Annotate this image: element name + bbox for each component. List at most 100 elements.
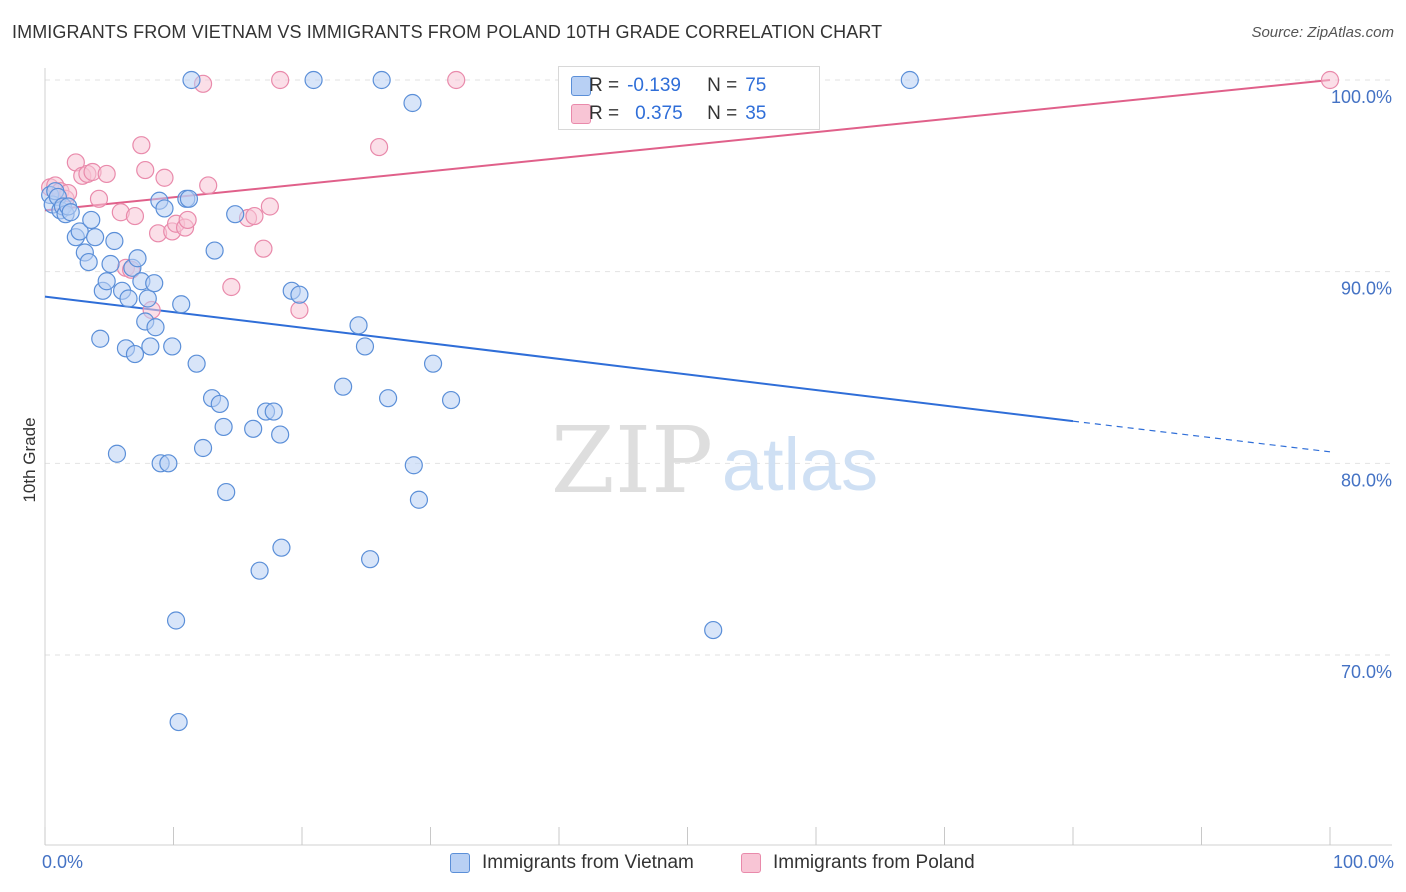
data-point-vietnam [159, 454, 178, 473]
legend-label-vietnam: Immigrants from Vietnam [482, 852, 694, 873]
data-point-poland [370, 137, 389, 157]
data-point-vietnam [169, 712, 188, 732]
legend-row-poland: R = 0.375 N = 35 [587, 101, 766, 127]
data-point-vietnam [205, 241, 224, 260]
y-tick-label-80: 80.0% [1341, 470, 1392, 490]
data-point-vietnam [355, 337, 375, 356]
vietnam-points [41, 70, 919, 732]
data-point-vietnam [217, 482, 236, 502]
data-point-poland [178, 210, 197, 230]
data-point-vietnam [349, 316, 368, 335]
data-point-poland [447, 70, 466, 90]
trend-line-poland [44, 79, 1331, 212]
data-point-vietnam [423, 354, 443, 373]
correlation-legend: R = -0.139 N = 75 R = 0.375 N = 35 [558, 66, 820, 130]
data-point-vietnam [250, 561, 269, 580]
data-point-vietnam [244, 419, 263, 438]
n-value-poland: 35 [745, 103, 767, 124]
data-point-poland [245, 206, 264, 226]
data-point-vietnam [163, 337, 182, 356]
data-point-vietnam [210, 394, 229, 414]
data-point-vietnam [119, 289, 138, 308]
r-label: R = [589, 103, 620, 124]
n-label: N = [707, 103, 738, 124]
legend-row-vietnam: R = -0.139 N = 75 [587, 73, 766, 99]
legend-label-poland: Immigrants from Poland [773, 852, 975, 873]
data-point-vietnam [61, 203, 80, 222]
n-value-vietnam: 75 [745, 75, 767, 96]
data-point-vietnam [334, 377, 353, 396]
legend-swatch-vietnam [571, 76, 591, 96]
data-point-vietnam [155, 199, 174, 218]
data-point-poland [89, 189, 109, 208]
data-point-vietnam [179, 189, 199, 208]
data-point-vietnam [97, 272, 116, 291]
r-value-vietnam: -0.139 [627, 75, 681, 96]
data-point-vietnam [172, 295, 191, 314]
data-point-vietnam [86, 228, 105, 247]
data-point-vietnam [264, 402, 283, 421]
data-point-vietnam [101, 254, 120, 274]
trend-layer [44, 79, 1331, 453]
trend-line-vietnam-extension [1072, 420, 1331, 453]
data-point-vietnam [193, 438, 213, 458]
data-point-vietnam [182, 70, 201, 90]
y-tick-label-100: 100.0% [1331, 87, 1392, 107]
data-point-vietnam [187, 354, 206, 373]
data-point-poland [290, 300, 309, 320]
legend-item-poland: Immigrants from Poland [741, 852, 975, 874]
data-point-poland [155, 168, 174, 187]
data-point-poland [1320, 70, 1340, 90]
data-point-vietnam [107, 444, 127, 463]
r-label: R = [589, 75, 620, 96]
y-tick-labels: 70.0% 80.0% 90.0% 100.0% [1331, 87, 1392, 682]
data-point-vietnam [378, 389, 398, 408]
legend-item-vietnam: Immigrants from Vietnam [450, 852, 694, 874]
data-point-poland [199, 176, 218, 195]
data-point-poland [260, 197, 279, 216]
source-credit: Source: ZipAtlas.com [1251, 24, 1394, 41]
axis-layer [44, 68, 1392, 846]
watermark-zip: ZIP [551, 407, 713, 514]
data-point-poland [271, 70, 290, 90]
n-label: N = [707, 75, 738, 96]
data-point-vietnam [361, 550, 380, 569]
series-legend: Immigrants from Vietnam Immigrants from … [0, 852, 1406, 878]
y-tick-label-90: 90.0% [1341, 279, 1392, 299]
data-point-poland [132, 136, 151, 155]
data-point-poland [97, 164, 116, 184]
y-tick-label-70: 70.0% [1341, 662, 1392, 682]
data-point-vietnam [141, 337, 160, 356]
legend-swatch-poland [741, 853, 761, 873]
data-point-vietnam [372, 70, 391, 90]
x-tick-label-max: 100.0% [1332, 852, 1394, 872]
data-point-vietnam [900, 70, 919, 90]
data-point-vietnam [146, 318, 165, 337]
trend-line-vietnam [44, 295, 1074, 423]
data-point-vietnam [138, 289, 157, 308]
data-point-poland [222, 277, 241, 297]
r-value-poland: 0.375 [635, 103, 683, 124]
data-point-vietnam [272, 538, 291, 557]
watermark-atlas: atlas [722, 423, 878, 506]
data-point-vietnam [214, 417, 233, 437]
data-point-vietnam [125, 344, 145, 364]
data-point-vietnam [304, 70, 323, 90]
data-point-vietnam [290, 285, 309, 304]
data-point-vietnam [105, 231, 124, 251]
legend-swatch-poland [571, 104, 591, 124]
data-point-vietnam [166, 611, 186, 630]
legend-swatch-vietnam [450, 853, 470, 873]
data-point-vietnam [409, 490, 429, 509]
data-point-vietnam [441, 390, 461, 410]
data-point-vietnam [271, 425, 290, 444]
data-point-poland [254, 239, 273, 258]
data-point-vietnam [91, 329, 110, 348]
x-tick-label-min: 0.0% [42, 852, 84, 872]
chart-title: IMMIGRANTS FROM VIETNAM VS IMMIGRANTS FR… [12, 22, 883, 42]
data-point-vietnam [128, 249, 147, 268]
data-point-vietnam [404, 456, 423, 475]
data-point-vietnam [79, 252, 98, 272]
data-point-vietnam [226, 205, 245, 224]
